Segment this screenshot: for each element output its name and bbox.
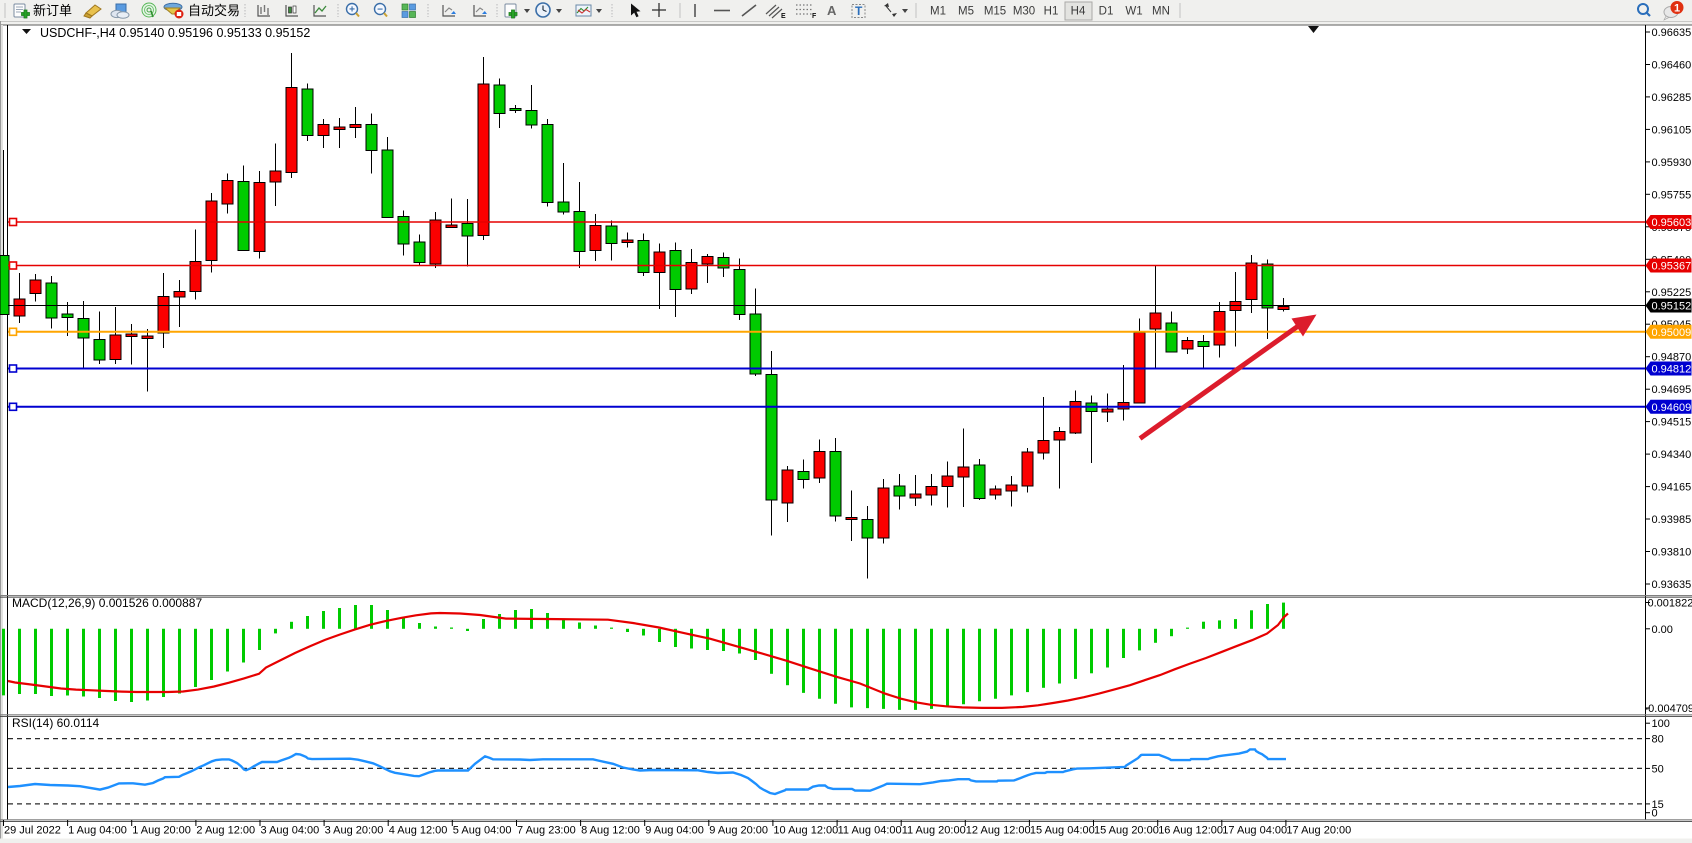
- svg-text:0.96460: 0.96460: [1652, 60, 1692, 72]
- svg-text:M15: M15: [984, 6, 1006, 18]
- svg-text:0.94340: 0.94340: [1652, 449, 1692, 461]
- svg-text:0.95603: 0.95603: [1652, 217, 1692, 229]
- svg-text:0.00: 0.00: [1652, 624, 1673, 636]
- svg-text:A: A: [827, 3, 837, 18]
- svg-text:15: 15: [1652, 799, 1664, 811]
- svg-text:H4: H4: [1071, 6, 1086, 18]
- svg-text:−: −: [377, 5, 383, 16]
- svg-text:-0.004709: -0.004709: [1645, 703, 1692, 715]
- svg-text:9 Aug 04:00: 9 Aug 04:00: [645, 825, 704, 837]
- svg-text:MACD(12,26,9) 0.001526 0.00088: MACD(12,26,9) 0.001526 0.000887: [12, 596, 202, 610]
- svg-text:0.94515: 0.94515: [1652, 417, 1692, 429]
- svg-text:2 Aug 12:00: 2 Aug 12:00: [196, 825, 255, 837]
- svg-text:0.94695: 0.94695: [1652, 384, 1692, 396]
- svg-text:USDCHF-,H4 0.95140 0.95196 0.: USDCHF-,H4 0.95140 0.95196 0.95133 0.951…: [40, 26, 310, 40]
- svg-text:RSI(14) 60.0114: RSI(14) 60.0114: [12, 716, 99, 730]
- svg-text:M30: M30: [1013, 6, 1035, 18]
- svg-text:16 Aug 12:00: 16 Aug 12:00: [1158, 825, 1223, 837]
- svg-text:100: 100: [1652, 718, 1670, 730]
- svg-text:0.95225: 0.95225: [1652, 287, 1692, 299]
- svg-text:1 Aug 04:00: 1 Aug 04:00: [68, 825, 127, 837]
- svg-text:7 Aug 23:00: 7 Aug 23:00: [517, 825, 576, 837]
- svg-text:10 Aug 12:00: 10 Aug 12:00: [773, 825, 838, 837]
- svg-text:0.96105: 0.96105: [1652, 124, 1692, 136]
- svg-text:自动交易: 自动交易: [188, 3, 240, 18]
- svg-text:+: +: [349, 5, 355, 16]
- svg-text:0: 0: [1652, 808, 1658, 820]
- svg-text:0.93635: 0.93635: [1652, 579, 1692, 591]
- svg-text:1: 1: [1674, 3, 1680, 15]
- svg-text:29 Jul 2022: 29 Jul 2022: [4, 825, 61, 837]
- svg-text:4 Aug 12:00: 4 Aug 12:00: [389, 825, 448, 837]
- svg-text:M5: M5: [958, 6, 974, 18]
- svg-text:0.94165: 0.94165: [1652, 482, 1692, 494]
- svg-text:9 Aug 20:00: 9 Aug 20:00: [709, 825, 768, 837]
- svg-text:0.96285: 0.96285: [1652, 92, 1692, 104]
- svg-text:15 Aug 04:00: 15 Aug 04:00: [1030, 825, 1095, 837]
- svg-text:5 Aug 04:00: 5 Aug 04:00: [453, 825, 512, 837]
- svg-text:M1: M1: [930, 6, 946, 18]
- svg-text:0.95152: 0.95152: [1652, 301, 1692, 313]
- svg-text:0.93810: 0.93810: [1652, 547, 1692, 559]
- svg-text:MN: MN: [1152, 6, 1170, 18]
- svg-text:17 Aug 20:00: 17 Aug 20:00: [1286, 825, 1351, 837]
- svg-text:0.95755: 0.95755: [1652, 189, 1692, 201]
- svg-text:0.93985: 0.93985: [1652, 514, 1692, 526]
- svg-text:D1: D1: [1099, 6, 1114, 18]
- svg-text:0.96635: 0.96635: [1652, 27, 1692, 39]
- svg-text:12 Aug 12:00: 12 Aug 12:00: [966, 825, 1031, 837]
- svg-text:新订单: 新订单: [33, 3, 72, 18]
- svg-text:50: 50: [1652, 763, 1664, 775]
- svg-text:0.001822: 0.001822: [1648, 598, 1692, 610]
- svg-text:F: F: [812, 13, 817, 20]
- svg-text:0.94609: 0.94609: [1652, 402, 1692, 414]
- svg-text:0.94812: 0.94812: [1652, 364, 1692, 376]
- svg-text:0.95009: 0.95009: [1652, 327, 1692, 339]
- svg-text:0.94870: 0.94870: [1652, 352, 1692, 364]
- svg-text:E: E: [781, 13, 786, 20]
- svg-text:11 Aug 20:00: 11 Aug 20:00: [902, 825, 966, 837]
- svg-text:15 Aug 20:00: 15 Aug 20:00: [1094, 825, 1159, 837]
- svg-text:17 Aug 04:00: 17 Aug 04:00: [1222, 825, 1287, 837]
- svg-text:3 Aug 04:00: 3 Aug 04:00: [261, 825, 320, 837]
- svg-text:0.95930: 0.95930: [1652, 157, 1692, 169]
- svg-text:T: T: [855, 4, 863, 18]
- svg-text:W1: W1: [1125, 6, 1142, 18]
- svg-text:8 Aug 12:00: 8 Aug 12:00: [581, 825, 640, 837]
- svg-text:H1: H1: [1044, 6, 1059, 18]
- svg-text:11 Aug 04:00: 11 Aug 04:00: [838, 825, 902, 837]
- svg-text:3 Aug 20:00: 3 Aug 20:00: [325, 825, 384, 837]
- svg-text:0.95367: 0.95367: [1652, 261, 1692, 273]
- svg-text:80: 80: [1652, 734, 1664, 746]
- svg-text:1 Aug 20:00: 1 Aug 20:00: [132, 825, 191, 837]
